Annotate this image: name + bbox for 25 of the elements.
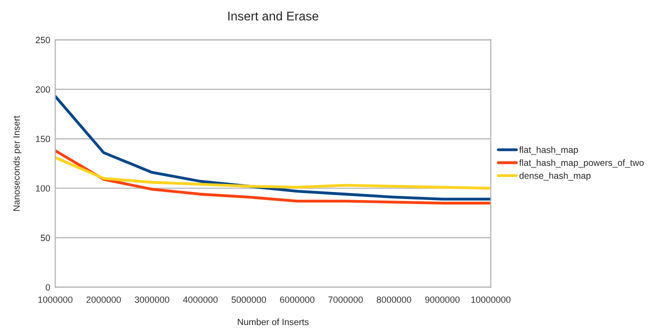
line-series [55, 94, 491, 201]
x-tick-label: 5000000 [232, 296, 266, 303]
x-tick-label: 7000000 [328, 296, 363, 303]
legend-label: flat_hash_map [519, 146, 578, 155]
y-axis-title: Nanoseconds per Insert [13, 116, 22, 211]
line-series [55, 156, 491, 190]
y-tick-label: 0 [46, 284, 50, 291]
x-tick-label: 4000000 [183, 296, 218, 303]
y-tick-label: 50 [40, 234, 50, 242]
y-tick-label: 200 [36, 86, 50, 93]
x-tick-label: 2000000 [86, 296, 121, 303]
chart-title: Insert and Erase [228, 11, 318, 21]
legend-label: dense_hash_map [519, 172, 591, 181]
legend-label: flat_hash_map_powers_of_two [519, 159, 644, 168]
x-tick-label: 8000000 [376, 296, 412, 303]
line-series [55, 149, 491, 204]
x-tick-label: 9000000 [425, 296, 460, 303]
x-tick-label: 3000000 [134, 296, 170, 303]
x-axis-title: Number of Inserts [238, 318, 309, 326]
y-tick-label: 150 [36, 136, 50, 142]
x-tick-label: 1000000 [38, 296, 72, 303]
x-tick-label: 10000000 [471, 296, 510, 303]
x-tick-label: 6000000 [280, 296, 314, 303]
y-tick-label: 100 [36, 185, 50, 192]
y-tick-label: 250 [36, 36, 50, 44]
